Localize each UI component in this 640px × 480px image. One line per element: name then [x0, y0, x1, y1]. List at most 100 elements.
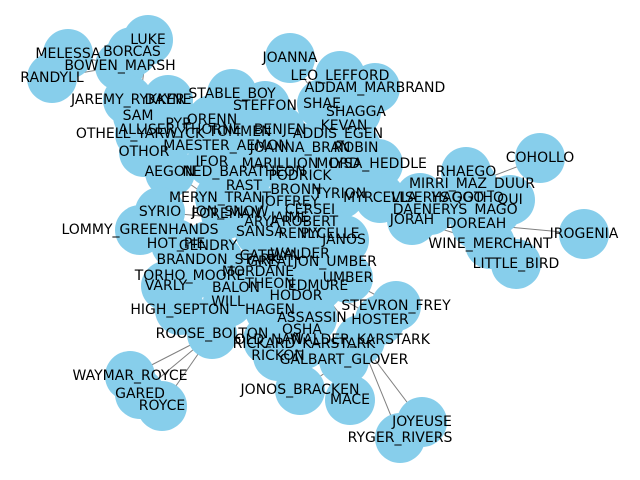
node-label-othell-yarwyck: OTHELL_YARWYCK	[76, 126, 205, 142]
node-aegon	[145, 147, 195, 197]
node-label-renly: RENLY	[278, 226, 322, 242]
node-label-shae: SHAE	[303, 96, 341, 112]
node-label-walder: WALDER	[270, 246, 330, 262]
node-label-kevan: KEVAN	[321, 118, 368, 134]
node-label-lommy-greenhands: LOMMY_GREENHANDS	[61, 222, 218, 238]
node-label-gendry: GENDRY	[179, 238, 238, 254]
node-label-leo-lefford: LEO_LEFFORD	[291, 68, 390, 84]
node-label-theon: THEON	[244, 276, 294, 292]
node-label-othor: OTHOR	[119, 144, 170, 160]
node-label-pycelle: PYCELLE	[301, 226, 360, 242]
node-label-robin: ROBIN	[334, 140, 379, 156]
node-label-will: WILL	[211, 294, 245, 310]
node-jonos-bracken	[275, 365, 325, 415]
node-label-doreah: DOREAH	[446, 216, 506, 232]
node-label-marillion: MARILLION	[242, 156, 319, 172]
node-label-mace: MACE	[330, 392, 370, 408]
node-label-little-bird: LITTLE_BIRD	[473, 256, 560, 272]
node-label-benjen: BENJEN	[254, 122, 306, 138]
node-label-ifor: IFOR	[196, 154, 229, 170]
node-label-syrio: SYRIO	[139, 204, 181, 220]
node-label-rhaego: RHAEGO	[436, 164, 497, 180]
node-label-hoster: HOSTER	[351, 312, 409, 328]
node-label-aegon: AEGON	[145, 164, 196, 180]
node-label-bowen-marsh: BOWEN_MARSH	[64, 58, 175, 74]
node-label-foreman: FOREMAN	[191, 206, 261, 222]
node-label-irogenia: IROGENIA	[550, 226, 619, 242]
node-label-cersei: CERSEI	[285, 202, 335, 218]
node-label-waymar-royce: WAYMAR_ROYCE	[73, 368, 188, 384]
node-label-roose-bolton: ROOSE_BOLTON	[156, 326, 269, 342]
node-label-qotho: QOTHO	[452, 190, 504, 206]
node-label-daenerys: DAENERYS	[393, 202, 468, 218]
node-label-galbart-glover: GALBART_GLOVER	[280, 352, 409, 368]
node-label-edmure: EDMURE	[288, 278, 349, 294]
node-label-bronn: BRONN	[270, 182, 321, 198]
node-irogenia	[559, 209, 609, 259]
node-label-tyrion: TYRION	[313, 186, 366, 202]
node-label-hagen: HAGEN	[245, 302, 295, 318]
node-label-brandon-stark: BRANDON_STARK	[157, 252, 281, 268]
node-label-cohollo: COHOLLO	[506, 150, 574, 166]
node-randyll	[27, 53, 77, 103]
node-umber	[323, 253, 373, 303]
node-label-rickard-karstark: RICKARD_KARSTARK	[233, 336, 377, 352]
node-label-ned-baratheon: NED_BARATHEON	[182, 164, 305, 180]
node-label-wine-merchant: WINE_MERCHANT	[428, 236, 552, 252]
node-label-stevron-frey: STEVRON_FREY	[341, 298, 451, 314]
node-label-mirri-maz-duur: MIRRI_MAZ_DUUR	[409, 176, 535, 192]
node-joanna	[265, 33, 315, 83]
node-label-assassin: ASSASSIN	[277, 310, 347, 326]
node-galbart-glover	[319, 335, 369, 385]
node-label-dayne: DAYNE	[145, 92, 192, 108]
node-label-torho-moore: TORHO_MOORE	[134, 268, 246, 284]
node-label-jaremy-rykker: JAREMY_RYKKER	[70, 92, 185, 108]
node-label-steffon: STEFFON	[233, 98, 297, 114]
node-ryger-rivers	[375, 413, 425, 463]
node-label-catelyn: CATELYN	[240, 248, 301, 264]
node-label-janos: JANOS	[321, 232, 366, 248]
node-label-rast: RAST	[226, 178, 263, 194]
node-label-mordane: MORDANE	[222, 264, 294, 280]
node-label-stable-boy: STABLE_BOY	[188, 86, 276, 102]
node-label-jorah: JORAH	[389, 212, 434, 228]
node-label-tommen: TOMMEN	[207, 124, 271, 140]
node-label-old-nan: OLD_NAN	[234, 332, 301, 348]
node-label-mago: MAGO	[474, 202, 517, 218]
node-label-varly: VARLY	[145, 278, 188, 294]
node-label-alliser-thorne: ALLISER_THORNE	[119, 122, 242, 138]
node-little-bird	[491, 239, 541, 289]
node-royce	[137, 381, 187, 431]
node-label-arya: ARYA	[244, 214, 280, 230]
node-roose-bolton	[187, 309, 237, 359]
node-label-greatjon-umber: GREATJON_UMBER	[247, 254, 377, 270]
node-label-shagga: SHAGGA	[326, 104, 386, 120]
node-label-maester-aemon: MAESTER_AEMON	[163, 138, 289, 154]
node-label-jaime: JAIME	[270, 210, 310, 226]
node-layer	[27, 15, 609, 463]
node-label-randyll: RANDYLL	[20, 70, 84, 86]
node-label-sansa: SANSA	[236, 224, 284, 240]
node-label-balon: BALON	[212, 280, 260, 296]
node-label-podrick: PODRICK	[268, 168, 332, 184]
node-label-joyeuse: JOYEUSE	[391, 414, 452, 430]
node-label-addis-egen: ADDIS_EGEN	[293, 126, 383, 142]
node-label-royce: ROYCE	[139, 398, 185, 414]
node-label-robert: ROBERT	[282, 214, 339, 230]
node-cohollo	[515, 133, 565, 183]
node-label-luke: LUKE	[130, 32, 165, 48]
node-label-haggo: HAGGO	[432, 190, 485, 206]
node-label-hodor: HODOR	[269, 288, 322, 304]
node-label-jonos-bracken: JONOS_BRACKEN	[240, 382, 360, 398]
node-label-joanna: JOANNA	[261, 50, 317, 66]
node-label-osha: OSHA	[282, 322, 322, 338]
node-label-rickon: RICKON	[251, 348, 305, 364]
node-label-sam: SAM	[123, 108, 154, 124]
node-label-hot-pie: HOT_PIE	[147, 236, 206, 252]
node-label-mord: MORD	[316, 156, 360, 172]
node-label-high-septon: HIGH_SEPTON	[130, 302, 229, 318]
node-label-qui: QUI	[497, 192, 522, 208]
node-label-jon-snow: JON_SNOW	[191, 204, 269, 220]
